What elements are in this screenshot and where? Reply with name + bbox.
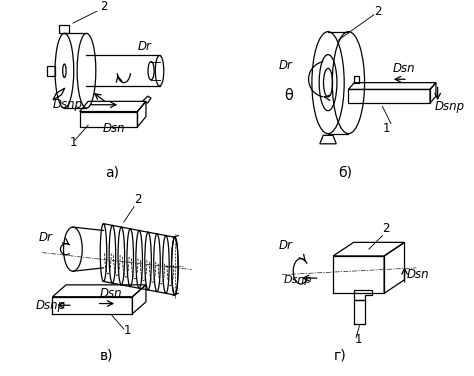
Text: Dsnp: Dsnp	[36, 300, 65, 312]
Text: в): в)	[100, 349, 114, 362]
Text: 1: 1	[383, 122, 390, 135]
Text: Dsnp: Dsnp	[434, 100, 465, 113]
Text: θ: θ	[284, 88, 292, 103]
Text: 2: 2	[134, 193, 142, 206]
Text: г): г)	[334, 349, 346, 362]
Text: 2: 2	[383, 222, 390, 235]
Text: 1: 1	[124, 324, 131, 337]
Text: Dsnp: Dsnp	[53, 99, 82, 111]
Text: Dr: Dr	[39, 231, 53, 244]
Text: Dr: Dr	[137, 40, 151, 53]
Text: 2: 2	[374, 5, 382, 18]
Text: Dsnp: Dsnp	[284, 275, 312, 285]
Text: Dsn: Dsn	[406, 268, 429, 281]
Text: Dr: Dr	[279, 239, 292, 252]
Text: а): а)	[105, 165, 119, 179]
Text: Dsn: Dsn	[100, 287, 123, 300]
Text: 2: 2	[100, 0, 108, 12]
Text: б): б)	[338, 165, 352, 179]
Text: 1: 1	[355, 333, 362, 346]
Text: 1: 1	[70, 135, 77, 149]
Text: Dsn: Dsn	[103, 122, 126, 135]
Text: Dr: Dr	[279, 59, 292, 72]
Text: Dsn: Dsn	[392, 62, 415, 76]
